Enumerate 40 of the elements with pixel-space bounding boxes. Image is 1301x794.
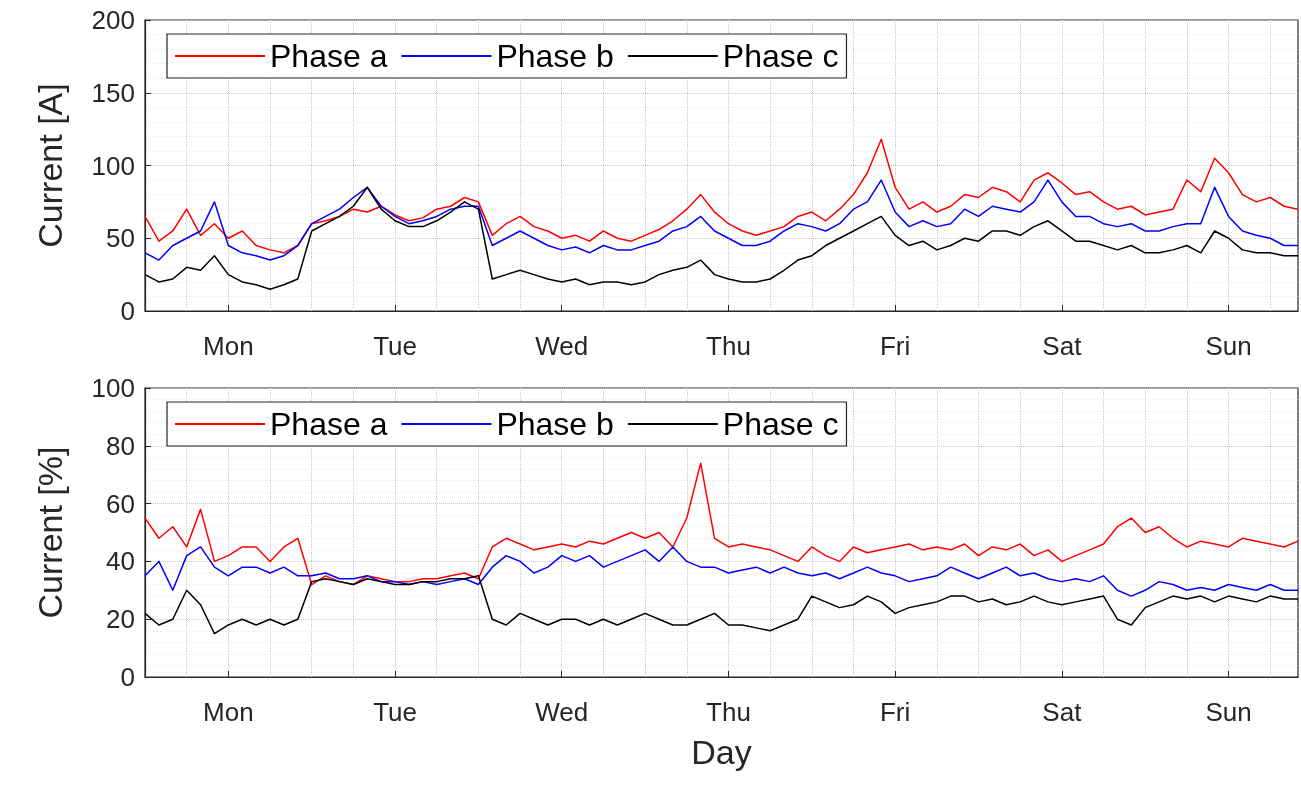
line-series (144, 462, 1299, 586)
x-tick-label: Sun (1205, 331, 1252, 361)
x-tick-label: Wed (535, 697, 589, 727)
x-axis-title: Day (691, 733, 752, 771)
y-tick-label: 0 (120, 296, 135, 326)
y-tick-label: 80 (106, 430, 135, 461)
y-tick-label: 0 (120, 662, 135, 692)
x-tick-label: Wed (535, 331, 589, 361)
x-tick-label: Thu (706, 331, 751, 361)
y-axis-title: Current [A] (31, 83, 69, 248)
line-series (144, 546, 1299, 597)
line-series (144, 575, 1299, 635)
x-tick-label: Fri (879, 331, 911, 361)
x-tick-label: Mon (203, 697, 254, 727)
y-tick-label: 150 (91, 77, 135, 108)
x-tick-label: Tue (373, 697, 417, 727)
legend-label: Phase b (496, 38, 614, 74)
y-tick-label: 20 (106, 604, 135, 635)
y-tick-label: 100 (91, 150, 135, 181)
x-tick-label: Fri (879, 697, 911, 727)
legend-label: Phase b (496, 406, 614, 442)
line-series (144, 179, 1299, 261)
x-tick-label: Sun (1205, 697, 1252, 727)
y-tick-label: 60 (106, 488, 135, 519)
legend-label: Phase a (270, 406, 388, 442)
x-tick-label: Sat (1042, 697, 1083, 727)
y-tick-label: 50 (106, 223, 135, 254)
legend-label: Phase c (722, 406, 839, 442)
x-tick-label: Sat (1042, 331, 1083, 361)
line-series (144, 138, 1299, 254)
line-series (144, 186, 1299, 290)
y-tick-label: 40 (106, 546, 135, 577)
y-tick-label: 200 (91, 5, 135, 35)
y-tick-label: 100 (91, 373, 135, 403)
legend-label: Phase a (270, 38, 388, 74)
x-tick-label: Tue (373, 331, 417, 361)
y-axis-title: Current [%] (31, 446, 69, 619)
x-tick-label: Thu (706, 697, 751, 727)
legend-label: Phase c (722, 38, 839, 74)
x-tick-label: Mon (203, 331, 254, 361)
